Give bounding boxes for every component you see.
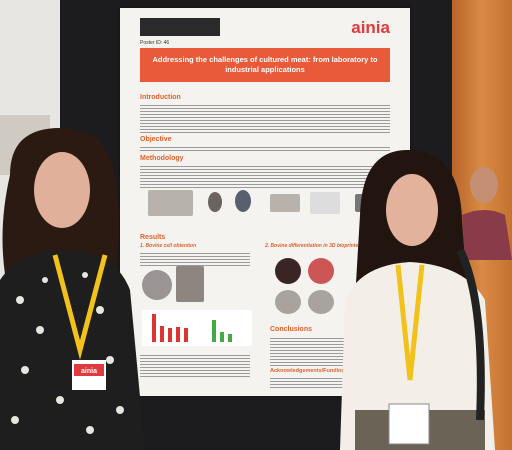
badge-text: ainia (81, 368, 97, 375)
figure (270, 194, 300, 212)
figure (308, 290, 334, 314)
figure (235, 190, 251, 212)
section-heading: Conclusions (270, 326, 313, 333)
figure (275, 258, 301, 284)
text-block (140, 164, 390, 188)
text-block (140, 353, 250, 377)
pattern (11, 272, 124, 434)
poster-logo: ainia (351, 18, 390, 37)
poster-id: Poster ID: 46 (140, 40, 170, 46)
section-heading: Objective (140, 136, 172, 143)
section-heading: Introduction (140, 94, 181, 101)
section-heading: Methodology (140, 155, 184, 162)
figure (208, 192, 222, 212)
figure (310, 192, 340, 214)
white-top (340, 262, 495, 450)
badge (388, 403, 430, 445)
subsection-heading: 2. Bovine differentiation in 3D bioprint… (265, 243, 389, 249)
person-head (470, 167, 498, 203)
face (34, 152, 90, 228)
figure (142, 270, 172, 300)
figure (275, 290, 301, 314)
lanyard (395, 264, 425, 381)
text-block (270, 376, 350, 390)
face (386, 174, 438, 246)
badge-logo (74, 364, 104, 376)
text-block (140, 251, 250, 266)
text-block (140, 103, 390, 133)
figure (308, 258, 334, 284)
person-body (462, 210, 512, 260)
poster-header-image (140, 18, 220, 36)
bar-figure (142, 310, 252, 346)
subsection-heading: 1. Bovine cell obtention (140, 243, 197, 249)
patterned-top (0, 250, 145, 450)
figure (176, 266, 204, 302)
lanyard (52, 254, 108, 360)
section-heading: Results (140, 234, 166, 241)
figure (148, 190, 193, 216)
text-block (140, 145, 390, 151)
bag-strap (456, 248, 485, 421)
poster-title: Addressing the challenges of cultured me… (140, 48, 390, 82)
text-block (270, 336, 350, 366)
section-heading: Acknowledgements/Funding (270, 368, 345, 374)
